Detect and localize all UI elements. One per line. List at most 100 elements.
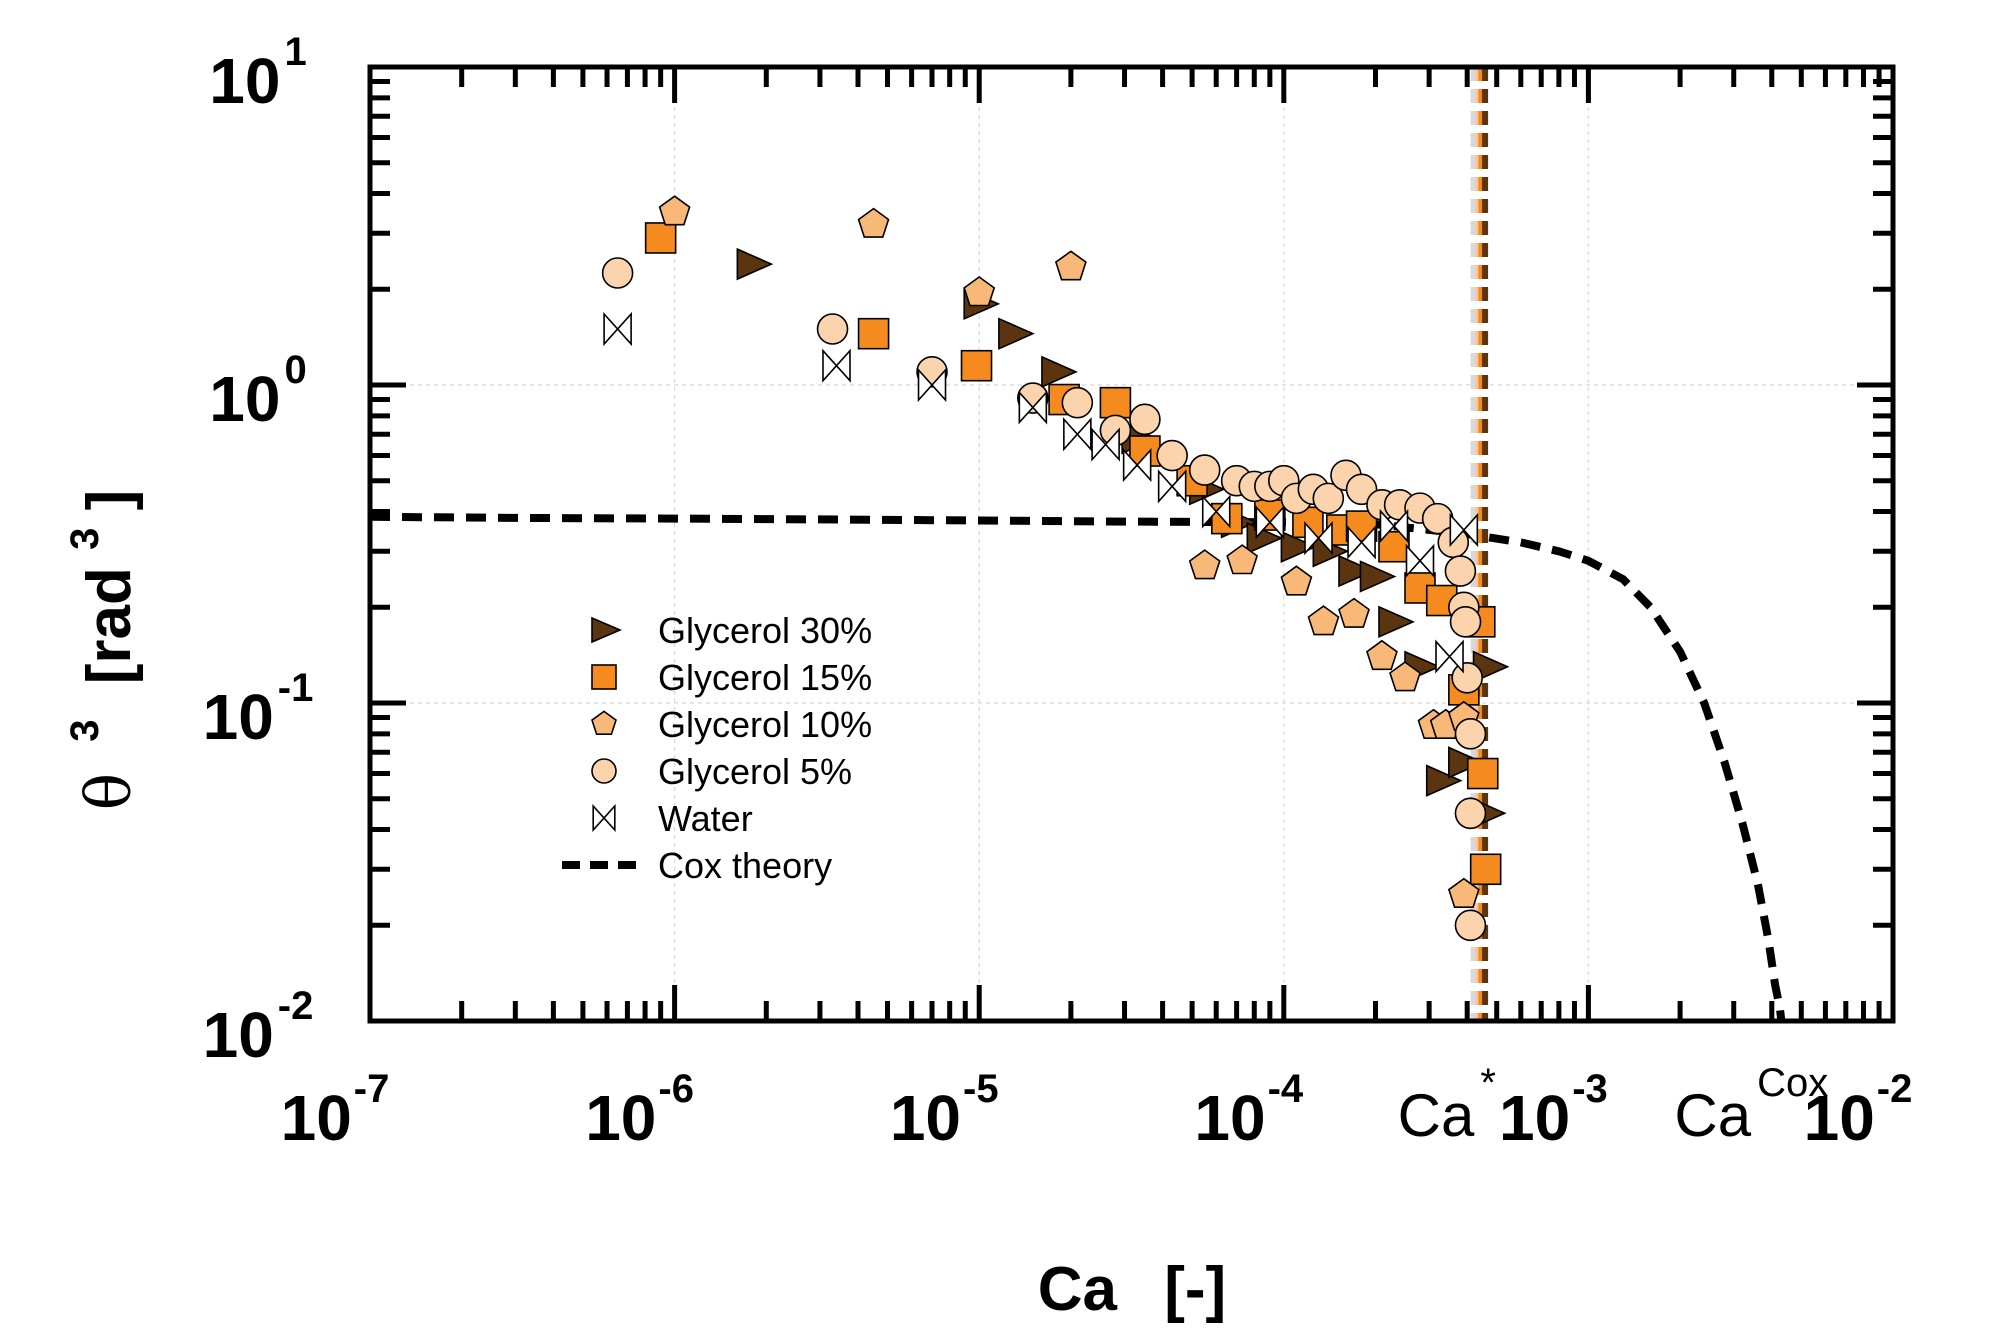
y-tick-label: 10 0	[209, 348, 306, 435]
annotation-sup: Cox	[1757, 1061, 1828, 1105]
glycerol-10-point	[1366, 639, 1398, 671]
x-tick-label-base: 10	[585, 1082, 656, 1154]
glycerol-15-point	[1469, 853, 1502, 886]
glycerol-30-point	[1359, 560, 1397, 593]
legend-marker-glycerol-5	[591, 758, 617, 784]
water-point	[1018, 390, 1048, 425]
y-tick-label-exp: -2	[278, 984, 314, 1028]
water-point	[603, 311, 632, 347]
x-tick-label: 10-3	[1499, 1067, 1608, 1154]
x-tick-label-exp: -5	[963, 1067, 999, 1111]
legend-marker-glycerol-30	[591, 616, 623, 644]
y-tick-label-base: 10	[203, 681, 274, 753]
water-point	[1091, 427, 1120, 462]
water-point	[1255, 505, 1285, 540]
water-point	[1347, 525, 1376, 560]
water-point	[1379, 509, 1409, 544]
glycerol-30-point	[1280, 530, 1318, 563]
y-axis-title-exp: 3	[63, 719, 107, 741]
cox-theory-curve	[369, 512, 1786, 1022]
x-tick-label: 10-5	[890, 1067, 999, 1154]
y-tick-label-exp: -1	[278, 666, 314, 710]
glycerol-5-point	[601, 257, 634, 289]
glycerol-5-point	[1312, 482, 1345, 515]
x-tick-labels: 10-7 10-6 10-5 10-4 10-3 10-2	[281, 1067, 1913, 1154]
y-tick-label: 10 -1	[203, 666, 314, 753]
legend-item-glycerol-10: Glycerol 10%	[591, 704, 872, 745]
y-tick-label-base: 10	[209, 363, 280, 435]
legend-item-glycerol-30: Glycerol 30%	[591, 610, 872, 651]
ca-cox-label: Ca Cox	[1674, 1061, 1828, 1149]
x-tick-label: 10-6	[585, 1067, 694, 1154]
glycerol-10-point	[1054, 250, 1087, 281]
glycerol-15-point	[857, 317, 890, 350]
glycerol-30-point	[1425, 764, 1463, 797]
x-tick-label-base: 10	[281, 1082, 352, 1154]
glycerol-5-point	[1188, 454, 1221, 486]
glycerol-10-point	[1447, 877, 1480, 909]
glycerol-5-point	[1129, 403, 1161, 436]
glycerol-30-point	[1448, 746, 1485, 779]
x-tick-label-exp: -3	[1572, 1067, 1608, 1111]
glycerol-5-point	[1156, 439, 1188, 472]
x-tick-label: 10-7	[281, 1067, 390, 1154]
glycerol-10-point	[963, 276, 996, 307]
glycerol-15-point	[644, 222, 677, 254]
legend-label: Glycerol 30%	[658, 610, 872, 651]
axis-ticks	[370, 67, 1893, 1021]
legend-item-cox-theory: Cox theory	[562, 845, 832, 886]
x-tick-label-base: 10	[1804, 1082, 1875, 1154]
water-point	[1449, 512, 1479, 548]
water-point	[1122, 447, 1152, 483]
glycerol-5-point	[1449, 606, 1482, 638]
glycerol-30-point	[1041, 355, 1078, 389]
legend-item-water: Water	[592, 798, 753, 839]
glycerol-15-point	[1466, 757, 1499, 790]
legend-label: Water	[658, 798, 753, 839]
glycerol-5-point	[1454, 797, 1487, 830]
y-tick-label-base: 10	[209, 45, 280, 117]
glycerol-5-point	[816, 313, 849, 345]
plot-frame	[367, 64, 1896, 1024]
x-tick-label-exp: -6	[658, 1067, 694, 1111]
y-axis-title-unit-exp: 3	[63, 528, 107, 550]
y-axis-title-unit-close: ]	[75, 490, 144, 511]
glycerol-10-point	[1226, 544, 1259, 575]
legend-item-glycerol-5: Glycerol 5%	[591, 751, 852, 792]
glycerol-10-point	[1338, 597, 1370, 628]
legend-label: Glycerol 10%	[658, 704, 872, 745]
x-tick-label-base: 10	[1194, 1082, 1265, 1154]
legend-item-glycerol-15: Glycerol 15%	[591, 657, 872, 698]
x-tick-label: 10-2	[1804, 1067, 1913, 1154]
glycerol-10-point	[857, 207, 890, 238]
data-points	[601, 195, 1510, 942]
glycerol-5-point	[1454, 909, 1487, 942]
x-tick-label-exp: -7	[354, 1067, 390, 1111]
annotation-base: Ca	[1674, 1082, 1751, 1149]
x-tick-label-exp: -2	[1877, 1067, 1913, 1111]
x-axis-title: Ca [-]	[1038, 1255, 1226, 1324]
ca-star-label: Ca *	[1398, 1061, 1496, 1149]
legend-marker-glycerol-10	[591, 710, 617, 736]
annotation-sup: *	[1480, 1061, 1496, 1105]
x-axis-title-unit: [-]	[1164, 1255, 1226, 1324]
glycerol-10-point	[1280, 565, 1313, 596]
glycerol-10-point	[1389, 661, 1421, 692]
y-tick-label-base: 10	[203, 999, 274, 1071]
annotations: Ca * Ca Cox	[1398, 1061, 1829, 1149]
glycerol-10-point	[1307, 605, 1340, 636]
y-axis-title-unit: [rad	[75, 567, 144, 684]
annotation-base: Ca	[1398, 1082, 1475, 1149]
glycerol-5-point	[1454, 718, 1487, 750]
legend-label: Cox theory	[658, 845, 832, 886]
glycerol-30-point	[1378, 605, 1415, 639]
water-point	[1435, 639, 1464, 674]
water-point	[917, 367, 947, 403]
glycerol-10-point	[1188, 549, 1221, 580]
glycerol-10-point	[658, 195, 691, 226]
water-point	[1405, 543, 1435, 578]
glycerol-30-point	[998, 317, 1035, 350]
glycerol-15-point	[960, 349, 993, 382]
y-tick-label-exp: 0	[284, 348, 306, 392]
water-point	[822, 348, 851, 383]
